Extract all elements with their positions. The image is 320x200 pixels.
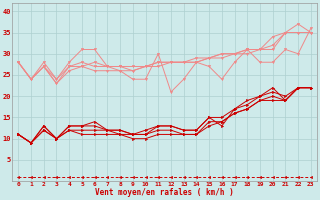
X-axis label: Vent moyen/en rafales ( km/h ): Vent moyen/en rafales ( km/h ) [95,188,234,197]
